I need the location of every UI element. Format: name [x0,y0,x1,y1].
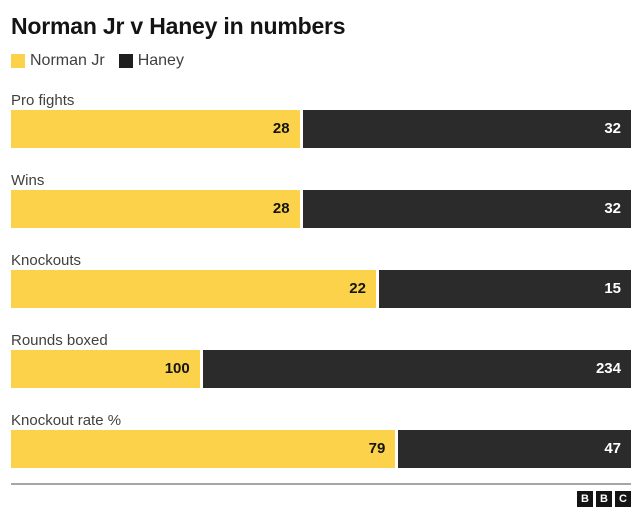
bar-haney-segment: 15 [378,269,631,308]
category-label: Pro fights [11,91,75,109]
chart-title: Norman Jr v Haney in numbers [11,13,346,39]
bar-norman-segment: 28 [11,109,300,148]
legend: Norman Jr Haney [11,52,631,70]
legend-label-haney: Haney [137,51,184,69]
category-label: Wins [11,171,45,189]
chart-rows: Pro fights 28 32 Wins 28 32 Knockouts 22 15 Round… [11,91,631,468]
legend-swatch-norman-icon [11,53,25,68]
bar-norman-segment: 100 [11,349,200,388]
category-label: Knockout rate % [11,411,122,429]
bar-haney-segment: 234 [202,349,631,388]
category-label: Rounds boxed [11,331,108,349]
bar-track: 79 47 [11,429,631,468]
bar-haney-segment: 47 [398,429,631,468]
logo-letter-block: B [577,490,593,507]
category-label: Knockouts [11,251,82,269]
bar-norman-segment: 22 [11,269,376,308]
legend-label-norman: Norman Jr [30,51,105,69]
legend-item-norman: Norman Jr [11,52,105,70]
logo-letter-block: C [615,490,631,507]
bar-track: 28 32 [11,189,631,228]
logo-letter-block: B [596,490,612,507]
chart-row: Knockout rate % 79 47 [11,411,631,468]
bar-track: 22 15 [11,269,631,308]
legend-swatch-haney-icon [118,53,133,68]
bar-norman-segment: 79 [11,429,396,468]
chart-row: Rounds boxed 100 234 [11,331,631,388]
footer-divider [11,482,631,485]
chart-row: Knockouts 22 15 [11,251,631,308]
bar-norman-segment: 28 [11,189,300,228]
legend-item-haney: Haney [118,51,184,70]
chart-row: Pro fights 28 32 [11,91,631,148]
bar-track: 28 32 [11,109,631,148]
bar-track: 100 234 [11,349,631,388]
bar-haney-segment: 32 [302,189,631,228]
bar-haney-segment: 32 [302,109,631,148]
chart-row: Wins 28 32 [11,171,631,228]
